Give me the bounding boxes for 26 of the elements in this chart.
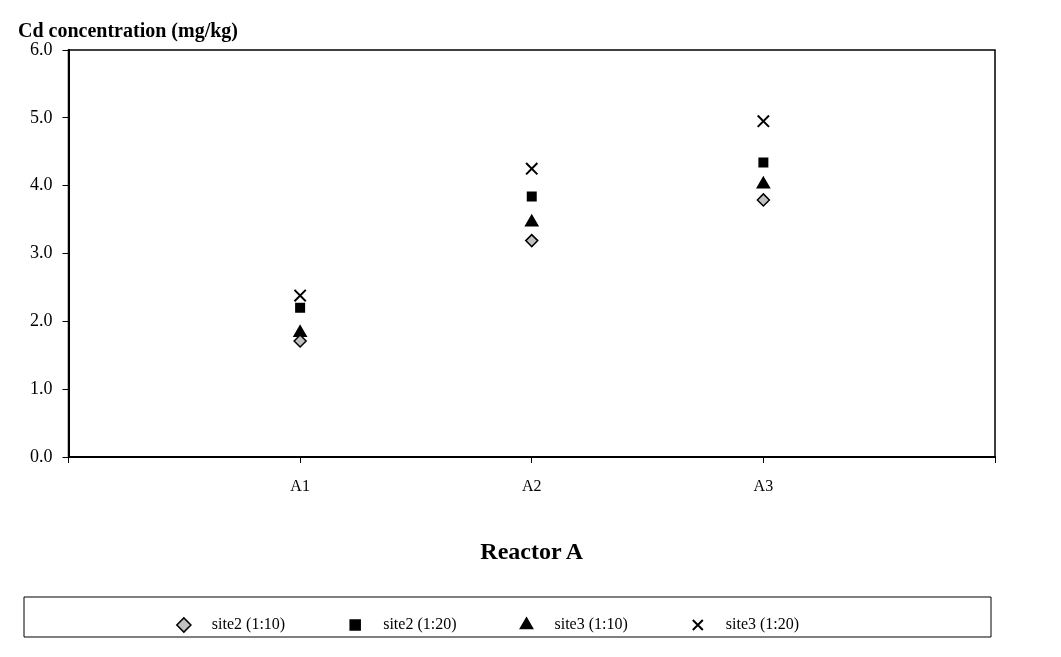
point [293, 325, 307, 338]
y-tick-label: 2.0 [30, 310, 53, 331]
x-tick-label: A3 [753, 476, 774, 494]
point [293, 334, 307, 348]
point [525, 233, 539, 248]
point [524, 214, 539, 227]
point [526, 191, 537, 202]
point [293, 288, 307, 303]
point [295, 302, 306, 313]
legend-label: site3 (1:20) [713, 615, 840, 634]
point [756, 193, 771, 207]
y-tick-label: 1.0 [30, 377, 53, 398]
x-tick-label: A1 [290, 476, 310, 494]
y-tick-label: 3.0 [30, 242, 53, 263]
y-tick-label: 5.0 [30, 106, 53, 127]
x-tick-label: A2 [521, 476, 542, 494]
point [756, 114, 771, 128]
legend-label: site2 (1:10) [199, 615, 326, 634]
point [525, 162, 539, 176]
point [756, 176, 771, 189]
x-axis-title: Reactor A [480, 537, 584, 564]
point [758, 157, 769, 168]
y-tick-label: 4.0 [30, 174, 53, 195]
legend-label: site3 (1:10) [542, 615, 668, 634]
y-tick-label: 0.0 [30, 445, 53, 466]
legend-label: site2 (1:20) [371, 615, 497, 634]
